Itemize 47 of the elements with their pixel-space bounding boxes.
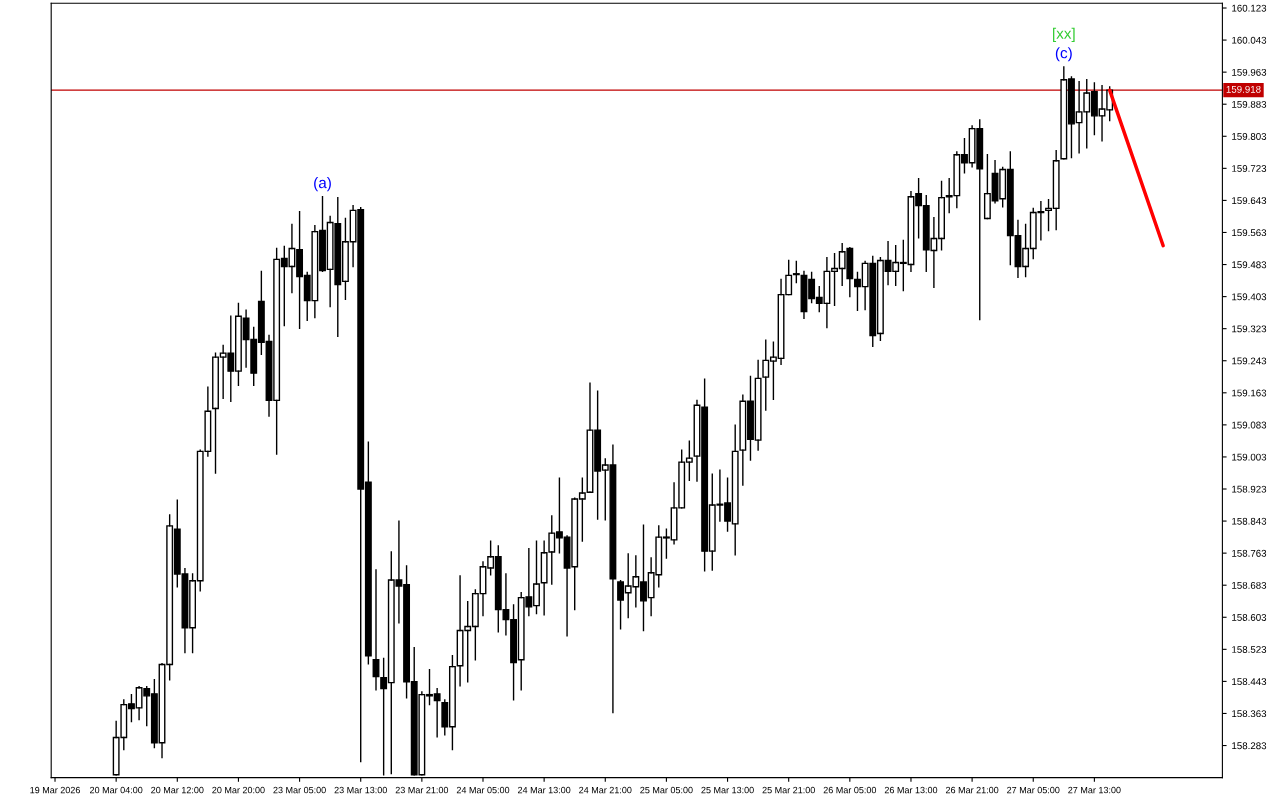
y-tick-label: 159.883 bbox=[1232, 100, 1267, 108]
annotation: (a) bbox=[314, 177, 331, 192]
y-tick-label: 158.683 bbox=[1232, 581, 1267, 589]
x-tick-label: 20 Mar 04:00 bbox=[90, 786, 143, 794]
x-tick-label: 26 Mar 05:00 bbox=[823, 786, 877, 794]
y-tick-label: 158.523 bbox=[1232, 646, 1267, 653]
y-tick-label: 159.403 bbox=[1232, 293, 1267, 301]
y-tick-label: 159.483 bbox=[1232, 261, 1267, 269]
y-tick-label: 159.563 bbox=[1232, 229, 1267, 237]
x-tick-label: 25 Mar 21:00 bbox=[762, 786, 815, 794]
x-tick-label: 24 Mar 05:00 bbox=[456, 786, 510, 794]
x-tick-label: 20 Mar 12:00 bbox=[151, 786, 204, 794]
x-tick-label: 27 Mar 05:00 bbox=[1007, 786, 1060, 794]
x-tick-label: 26 Mar 21:00 bbox=[945, 786, 999, 794]
x-tick-label: 23 Mar 13:00 bbox=[334, 786, 387, 794]
y-tick-label: 158.283 bbox=[1232, 742, 1267, 750]
x-tick-label: 25 Mar 13:00 bbox=[701, 786, 754, 794]
y-tick-label: 158.363 bbox=[1232, 710, 1267, 718]
y-tick-label: 158.923 bbox=[1232, 485, 1267, 493]
y-tick-label: 159.243 bbox=[1232, 357, 1267, 365]
y-tick-label: 159.083 bbox=[1232, 421, 1267, 429]
x-tick-label: 20 Mar 20:00 bbox=[212, 786, 265, 794]
x-tick-label: 25 Mar 05:00 bbox=[640, 786, 693, 794]
y-tick-label: 159.003 bbox=[1232, 453, 1267, 461]
x-tick-label: 26 Mar 13:00 bbox=[884, 786, 938, 794]
y-tick-label: 159.163 bbox=[1232, 389, 1267, 397]
x-tick-label: 23 Mar 21:00 bbox=[395, 786, 449, 794]
ref-line-label: 159.918 bbox=[1226, 85, 1261, 93]
annotation: (c) bbox=[1055, 47, 1072, 62]
x-tick-label: 24 Mar 13:00 bbox=[517, 786, 571, 794]
x-tick-label: 19 Mar 2026 bbox=[30, 786, 80, 794]
y-tick-label: 159.723 bbox=[1232, 165, 1267, 172]
y-tick-label: 158.443 bbox=[1232, 678, 1267, 686]
y-tick-label: 160.123 bbox=[1232, 4, 1267, 12]
y-tick-label: 159.643 bbox=[1232, 197, 1267, 205]
x-tick-label: 27 Mar 13:00 bbox=[1068, 786, 1121, 794]
y-tick-label: 160.043 bbox=[1232, 36, 1267, 44]
annotation: [xx] bbox=[1053, 27, 1075, 42]
candlestick bbox=[792, 260, 800, 284]
x-tick-label: 24 Mar 21:00 bbox=[579, 786, 632, 794]
y-tick-label: 158.763 bbox=[1232, 549, 1267, 557]
y-tick-label: 158.603 bbox=[1232, 614, 1267, 621]
y-tick-label: 159.323 bbox=[1232, 325, 1267, 333]
y-tick-label: 158.843 bbox=[1232, 517, 1267, 525]
y-tick-label: 159.803 bbox=[1232, 133, 1267, 140]
y-tick-label: 159.963 bbox=[1232, 68, 1267, 76]
x-tick-label: 23 Mar 05:00 bbox=[273, 786, 326, 794]
